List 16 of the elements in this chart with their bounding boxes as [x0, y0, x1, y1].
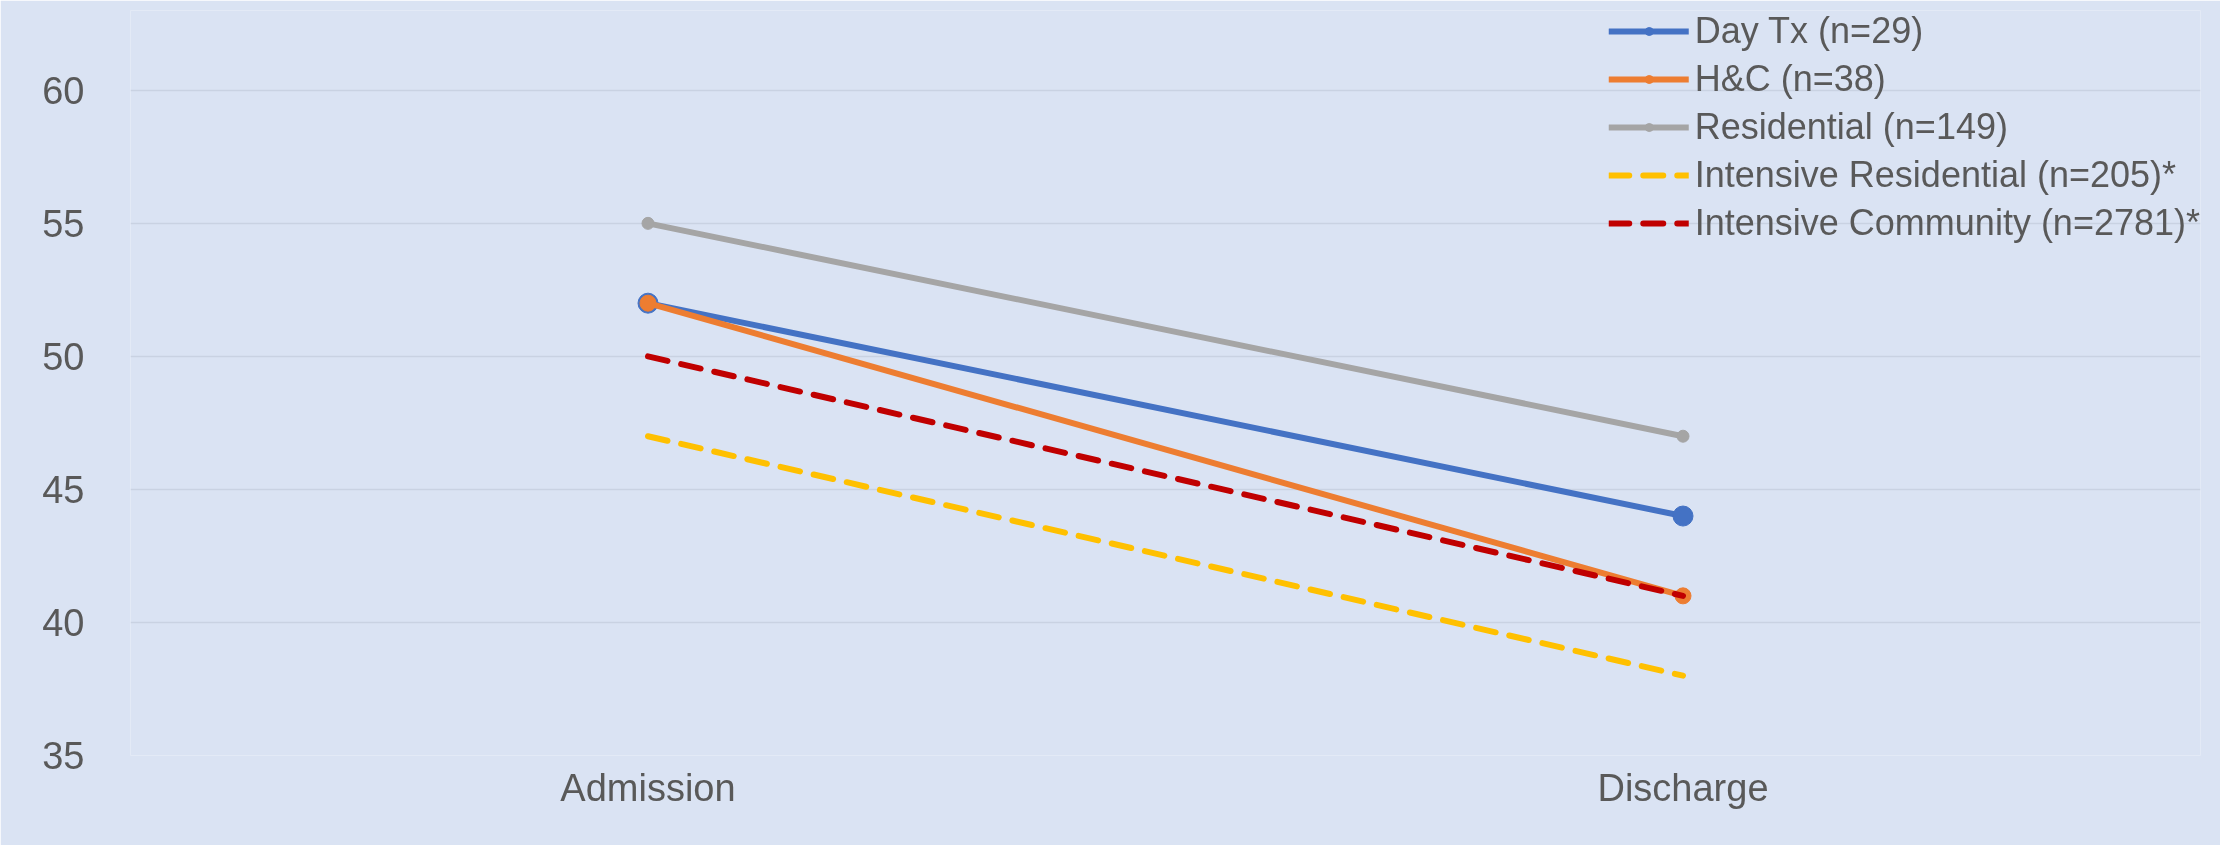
point [641, 216, 655, 230]
point [1672, 505, 1694, 527]
y-tick-label: 35 [42, 735, 85, 777]
point [1676, 429, 1690, 443]
legend-label: Intensive Community (n=2781)* [1694, 202, 2200, 244]
y-tick-label: 50 [42, 335, 85, 378]
x-tick-label: Discharge [1597, 766, 1769, 809]
x-tick-label: Admission [560, 766, 736, 809]
legend-label: H&C (n=38) [1694, 58, 1886, 100]
legend-label: Intensive Residential (n=205)* [1694, 154, 2177, 196]
legend-label: Residential (n=149) [1694, 106, 2008, 148]
y-tick-label: 55 [42, 202, 85, 245]
y-tick-label: 60 [42, 69, 85, 112]
y-tick-label: 40 [42, 601, 85, 644]
legend-label: Day Tx (n=29) [1694, 10, 1924, 52]
y-tick-label: 45 [42, 468, 85, 511]
